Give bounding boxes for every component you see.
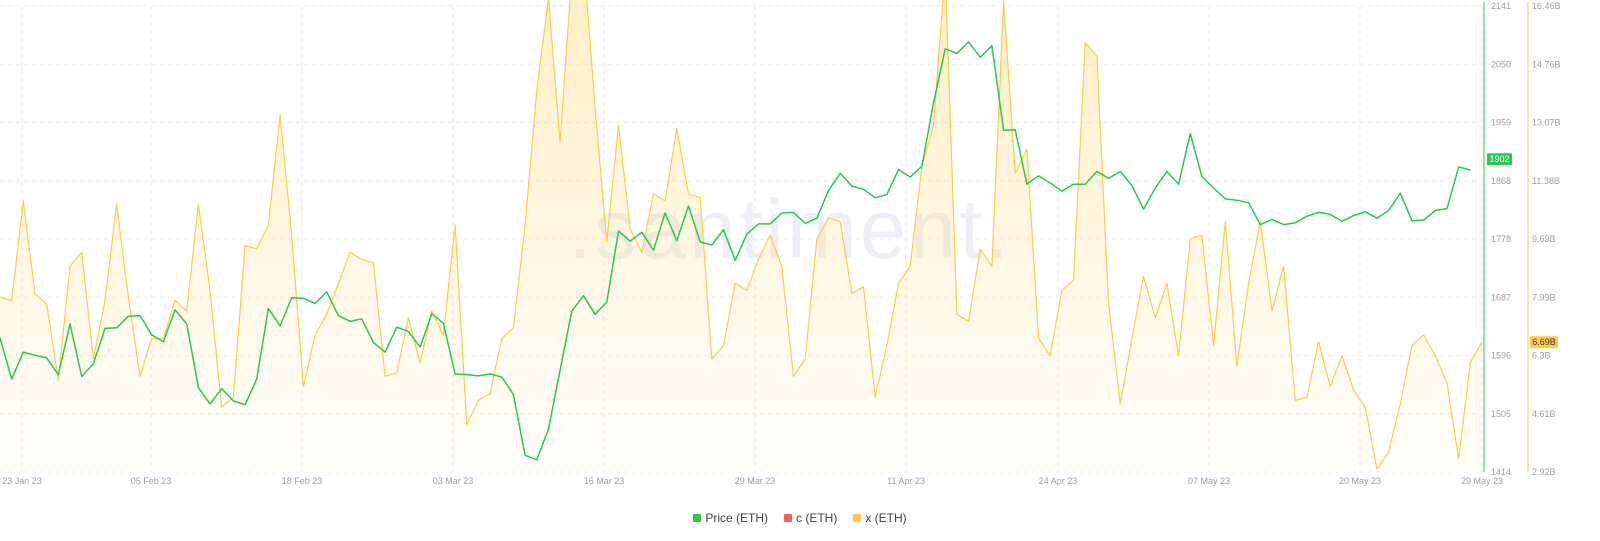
legend-swatch	[693, 514, 702, 522]
x-axis-tick-label: 14.76B	[1532, 59, 1561, 69]
x-tick-label: 03 Mar 23	[433, 476, 474, 486]
x-series-fill	[0, 0, 1482, 472]
price-axis-tick-label: 1414	[1491, 467, 1511, 477]
chart-legend: Price (ETH) c (ETH) x (ETH)	[0, 511, 1600, 525]
x-series-line	[0, 0, 1483, 470]
x-tick-label: 11 Apr 23	[887, 476, 925, 486]
price-series-line-group	[0, 41, 1471, 461]
x-tick-label: 24 Apr 23	[1039, 476, 1078, 486]
price-axis-tick-label: 1778	[1491, 234, 1511, 244]
left-y-axis: 2141 2050 1959 1868 1778 1687 1596 1505 1414	[1483, 1, 1511, 477]
x-tick-label: 05 Feb 23	[131, 476, 172, 486]
price-axis-tick-label: 1596	[1491, 351, 1511, 361]
x-axis-tick-label: 9.69B	[1532, 234, 1556, 244]
x-axis-tick-label: 7.99B	[1532, 292, 1556, 302]
x-tick-label: 16 Mar 23	[584, 476, 625, 486]
x-axis-tick-label: 2.92B	[1532, 467, 1556, 477]
price-axis-tick-label: 1505	[1491, 409, 1511, 419]
legend-swatch	[784, 514, 792, 522]
legend-item[interactable]: c (ETH)	[784, 511, 837, 525]
price-current-badge	[1487, 153, 1512, 166]
right-y-axis: 16.46B 14.76B 13.07B 11.38B 9.69B 7.99B 6.3B 4.…	[1527, 1, 1561, 477]
x-tick-label: 20 May 23	[1339, 476, 1381, 486]
current-value-badges: 1902 6.69B	[1487, 153, 1558, 349]
x-axis: 23 Jan 23 05 Feb 23 18 Feb 23 03 Mar 23 16 M…	[2, 476, 1503, 486]
x-current-badge	[1530, 336, 1558, 349]
x-axis-tick-label: 13.07B	[1532, 118, 1561, 128]
legend-item[interactable]: x (ETH)	[853, 511, 907, 525]
legend-item[interactable]: Price (ETH)	[693, 511, 768, 525]
x-axis-tick-label: 6.3B	[1532, 351, 1551, 361]
legend-swatch	[853, 514, 862, 522]
x-series-area	[0, 0, 1483, 472]
price-series-line	[0, 41, 1471, 461]
x-current-label: 6.69B	[1532, 337, 1556, 347]
x-tick-label: 07 May 23	[1188, 476, 1230, 486]
x-tick-label: 18 Feb 23	[282, 476, 323, 486]
price-axis-tick-label: 1687	[1491, 292, 1511, 302]
price-current-label: 1902	[1489, 154, 1509, 164]
x-axis-tick-label: 4.61B	[1532, 409, 1556, 419]
price-axis-tick-label: 2050	[1491, 59, 1511, 69]
price-axis-tick-label: 1868	[1491, 176, 1511, 186]
x-axis-tick-label: 16.46B	[1532, 1, 1561, 11]
x-tick-label: 29 May 23	[1461, 476, 1503, 486]
legend-label: c (ETH)	[796, 511, 838, 525]
x-tick-label: 23 Jan 23	[2, 476, 42, 486]
legend-label: x (ETH)	[865, 511, 907, 525]
x-axis-tick-label: 11.38B	[1532, 176, 1560, 186]
chart-canvas: .santiment. 23 Jan 23 05 Feb 23 18 Feb 23 0…	[0, 0, 1561, 486]
price-axis-tick-label: 2141	[1491, 1, 1511, 11]
price-axis-tick-label: 1959	[1491, 118, 1511, 128]
legend-label: Price (ETH)	[705, 511, 768, 525]
x-tick-label: 29 Mar 23	[735, 476, 776, 486]
